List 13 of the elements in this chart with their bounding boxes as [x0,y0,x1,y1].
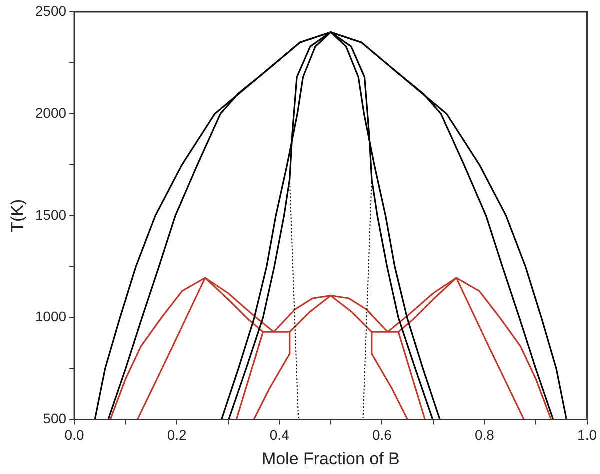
x-tick-label: 0.4 [270,427,290,444]
x-tick-label: 1.0 [578,427,598,444]
y-tick-label: 1500 [35,206,67,223]
y-tick-label: 500 [43,410,67,427]
y-tick-label: 2000 [35,104,67,121]
y-tick-label: 1000 [35,308,67,325]
y-tick-label: 2500 [35,2,67,19]
x-axis-title: Mole Fraction of B [262,449,400,468]
x-tick-label: 0.0 [64,427,84,444]
x-tick-label: 0.6 [372,427,392,444]
x-tick-label: 0.2 [167,427,188,444]
x-tick-label: 0.8 [474,427,495,444]
y-axis-title: T(K) [8,199,27,232]
